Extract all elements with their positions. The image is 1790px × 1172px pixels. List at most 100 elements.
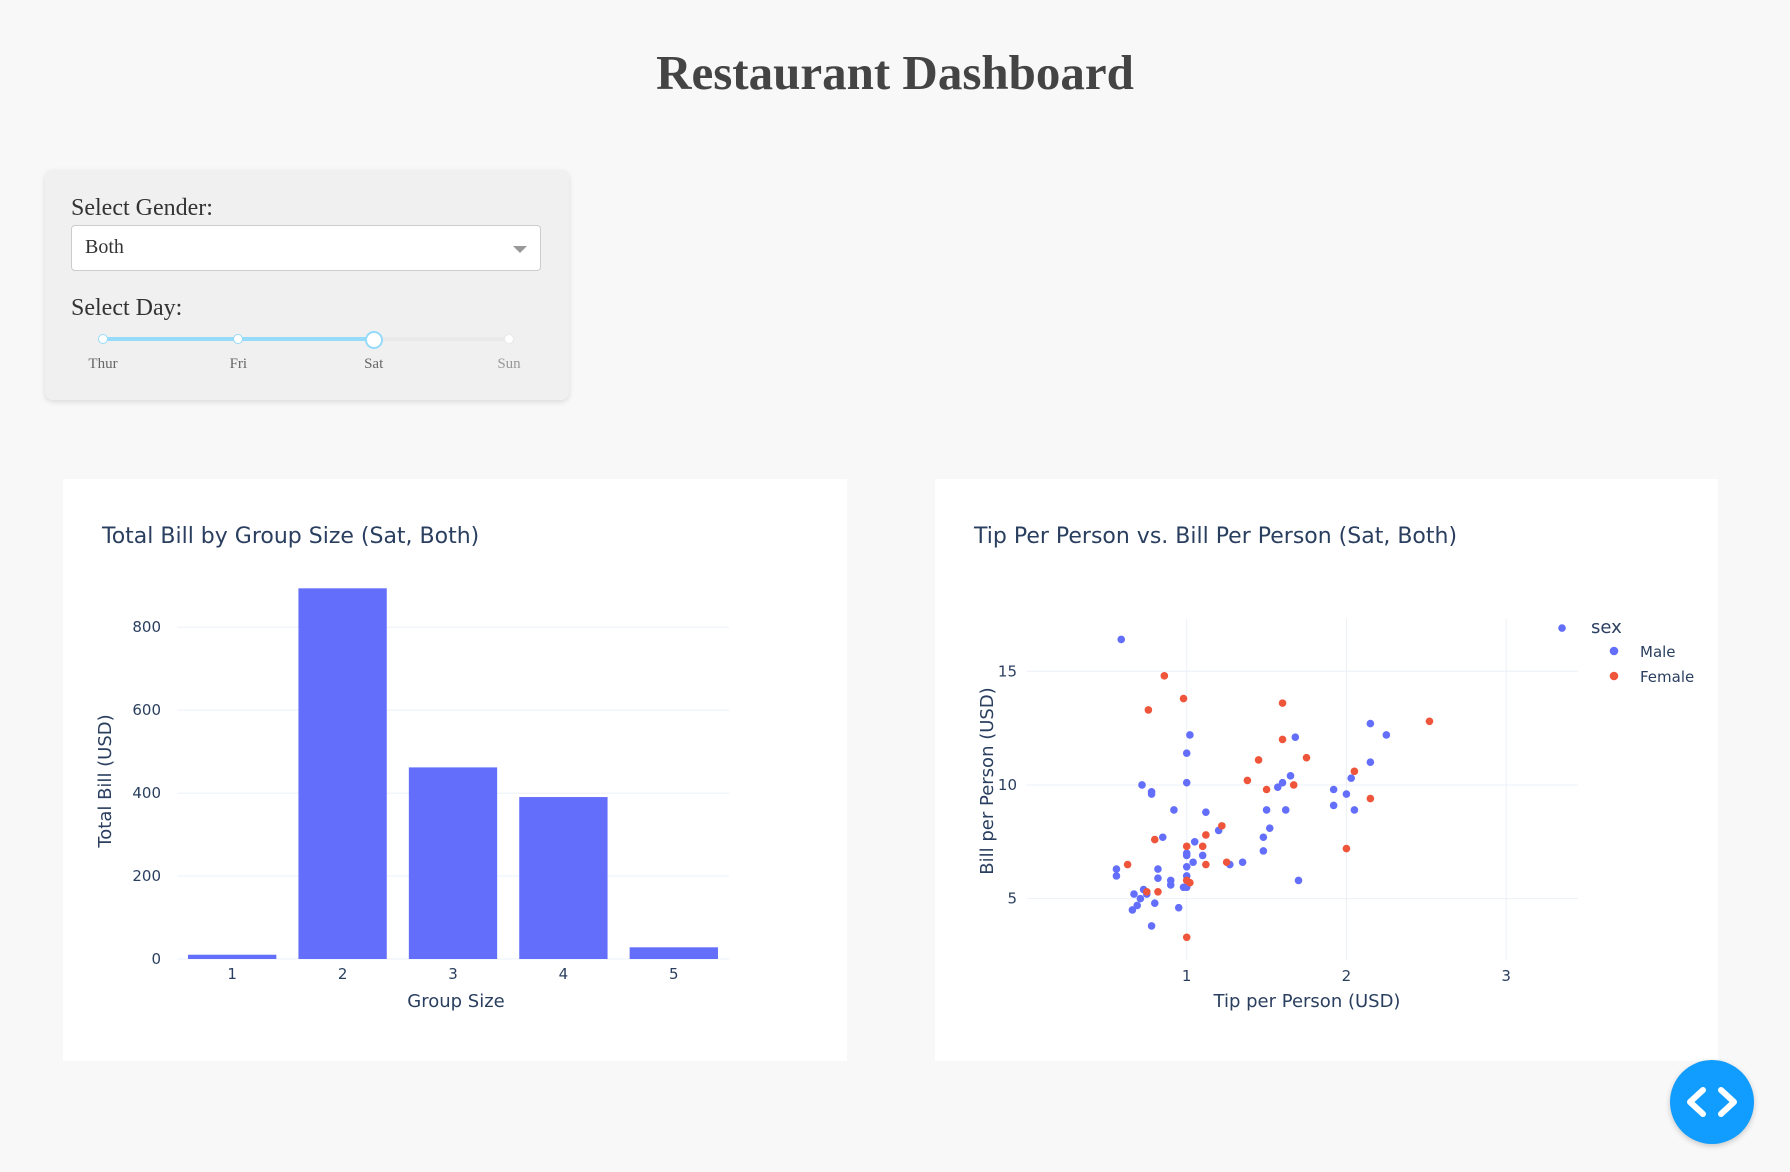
bar-y-tick-label: 800	[132, 618, 161, 636]
scatter-point-female	[1342, 844, 1351, 853]
bar-1	[188, 954, 277, 959]
scatter-point-male	[1182, 849, 1191, 857]
scatter-point-male	[1262, 806, 1271, 814]
bar-4	[519, 797, 608, 959]
legend-label-female: Female	[1640, 668, 1694, 686]
scatter-point-male	[1133, 901, 1141, 910]
scatter-point-male	[1350, 806, 1359, 814]
scatter-point-male	[1182, 749, 1191, 757]
scatter-point-female	[1425, 717, 1434, 726]
scatter-point-male	[1158, 833, 1167, 842]
bar-chart: Total Bill by Group Size (Sat, Both) 1 2 3…	[95, 524, 729, 1012]
scatter-point-male	[1170, 806, 1178, 814]
scatter-point-male	[1112, 872, 1121, 880]
scatter-point-male	[1182, 862, 1191, 871]
scatter-point-male	[1265, 824, 1274, 832]
scatter-point-male	[1366, 758, 1375, 767]
scatter-point-male	[1329, 785, 1338, 794]
scatter-point-male	[1347, 774, 1356, 782]
filter-panel: Select Gender: Both Select Day: Thur Fri…	[45, 170, 569, 400]
scatter-point-female	[1278, 699, 1287, 707]
scatter-point-female	[1182, 933, 1191, 942]
scatter-point-female	[1186, 878, 1194, 887]
bar-x-tick-label: 1	[227, 965, 237, 983]
scatter-point-female	[1243, 776, 1252, 785]
day-mark-sat[interactable]: Sat	[364, 356, 384, 372]
day-mark-fri[interactable]: Fri	[229, 356, 248, 372]
scatter-chart: Tip Per Person vs. Bill Per Person (Sat,…	[973, 524, 1694, 1012]
scatter-point-male	[1198, 851, 1207, 860]
scatter-point-female	[1350, 767, 1359, 776]
scatter-point-male	[1238, 858, 1247, 867]
bar-y-tick-label: 200	[132, 867, 161, 885]
scatter-point-male	[1558, 624, 1566, 632]
scatter-point-female	[1182, 842, 1191, 851]
scatter-x-tick-label: 1	[1182, 967, 1192, 985]
scatter-point-male	[1174, 903, 1183, 912]
scatter-point-female	[1278, 735, 1287, 744]
scatter-point-female	[1198, 842, 1207, 851]
scatter-point-female	[1150, 835, 1159, 844]
day-slider-dot-sun[interactable]	[504, 334, 514, 344]
gender-dropdown-value: Both	[85, 236, 124, 258]
scatter-point-female	[1179, 694, 1188, 703]
day-mark-thur[interactable]: Thur	[88, 356, 118, 372]
scatter-point-male	[1154, 874, 1162, 882]
bar-3	[408, 767, 498, 959]
legend-marker-male	[1609, 646, 1619, 656]
scatter-point-male	[1130, 890, 1138, 898]
scatter-point-male	[1147, 922, 1156, 930]
scatter-point-male	[1138, 781, 1146, 789]
scatter-point-male	[1273, 783, 1282, 792]
scatter-point-male	[1291, 733, 1300, 742]
scatter-y-tick-label: 15	[998, 662, 1017, 680]
scatter-point-male	[1281, 806, 1290, 814]
legend-label-male: Male	[1640, 643, 1676, 661]
code-icon	[1687, 1087, 1737, 1117]
bar-chart-card: Total Bill by Group Size (Sat, Both) 1 2 3…	[63, 479, 847, 1061]
day-label: Select Day:	[71, 295, 183, 321]
scatter-point-female	[1262, 785, 1271, 794]
scatter-x-tick-label: 2	[1342, 967, 1352, 985]
bar-x-tick-label: 4	[559, 965, 569, 983]
bar-5	[629, 947, 718, 959]
scatter-chart-title: Tip Per Person vs. Bill Per Person (Sat,…	[973, 524, 1457, 549]
scatter-point-male	[1278, 778, 1287, 787]
gender-dropdown[interactable]: Both	[71, 225, 541, 271]
scatter-point-male	[1117, 635, 1126, 644]
scatter-point-female	[1154, 888, 1162, 896]
scatter-point-female	[1222, 858, 1231, 867]
scatter-x-tick-label: 3	[1501, 967, 1511, 985]
day-slider-handle[interactable]	[364, 331, 383, 349]
scatter-point-male	[1259, 833, 1268, 842]
bar-2	[298, 588, 387, 959]
scatter-y-tick-label: 5	[1007, 890, 1017, 908]
scatter-point-male	[1342, 790, 1351, 798]
day-slider[interactable]: Thur Fri Sat Sun	[88, 330, 521, 380]
gender-label: Select Gender:	[71, 195, 213, 221]
scatter-point-male	[1202, 808, 1210, 817]
dev-tools-button[interactable]	[1670, 1060, 1754, 1144]
scatter-point-male	[1190, 837, 1199, 846]
scatter-point-female	[1202, 860, 1210, 869]
bar-x-axis-label: Group Size	[407, 991, 504, 1012]
scatter-point-female	[1218, 822, 1226, 830]
day-slider-dot-fri[interactable]	[233, 334, 244, 344]
scatter-point-female	[1142, 888, 1151, 896]
legend-marker-female	[1609, 671, 1619, 681]
scatter-point-male	[1186, 731, 1194, 739]
scatter-point-female	[1202, 831, 1210, 839]
bar-x-tick-label: 2	[338, 965, 348, 983]
scatter-point-male	[1286, 772, 1295, 780]
day-mark-sun[interactable]: Sun	[497, 356, 521, 372]
day-slider-dot-thur[interactable]	[98, 334, 108, 344]
page-title: Restaurant Dashboard	[656, 45, 1134, 100]
scatter-point-female	[1123, 860, 1132, 869]
scatter-point-male	[1189, 858, 1197, 867]
scatter-point-male	[1112, 865, 1121, 873]
chevron-down-icon[interactable]	[513, 246, 527, 253]
scatter-point-female	[1160, 672, 1169, 680]
scatter-point-male	[1329, 801, 1338, 810]
bar-x-tick-label: 5	[669, 965, 679, 983]
scatter-y-tick-label: 10	[998, 776, 1017, 794]
